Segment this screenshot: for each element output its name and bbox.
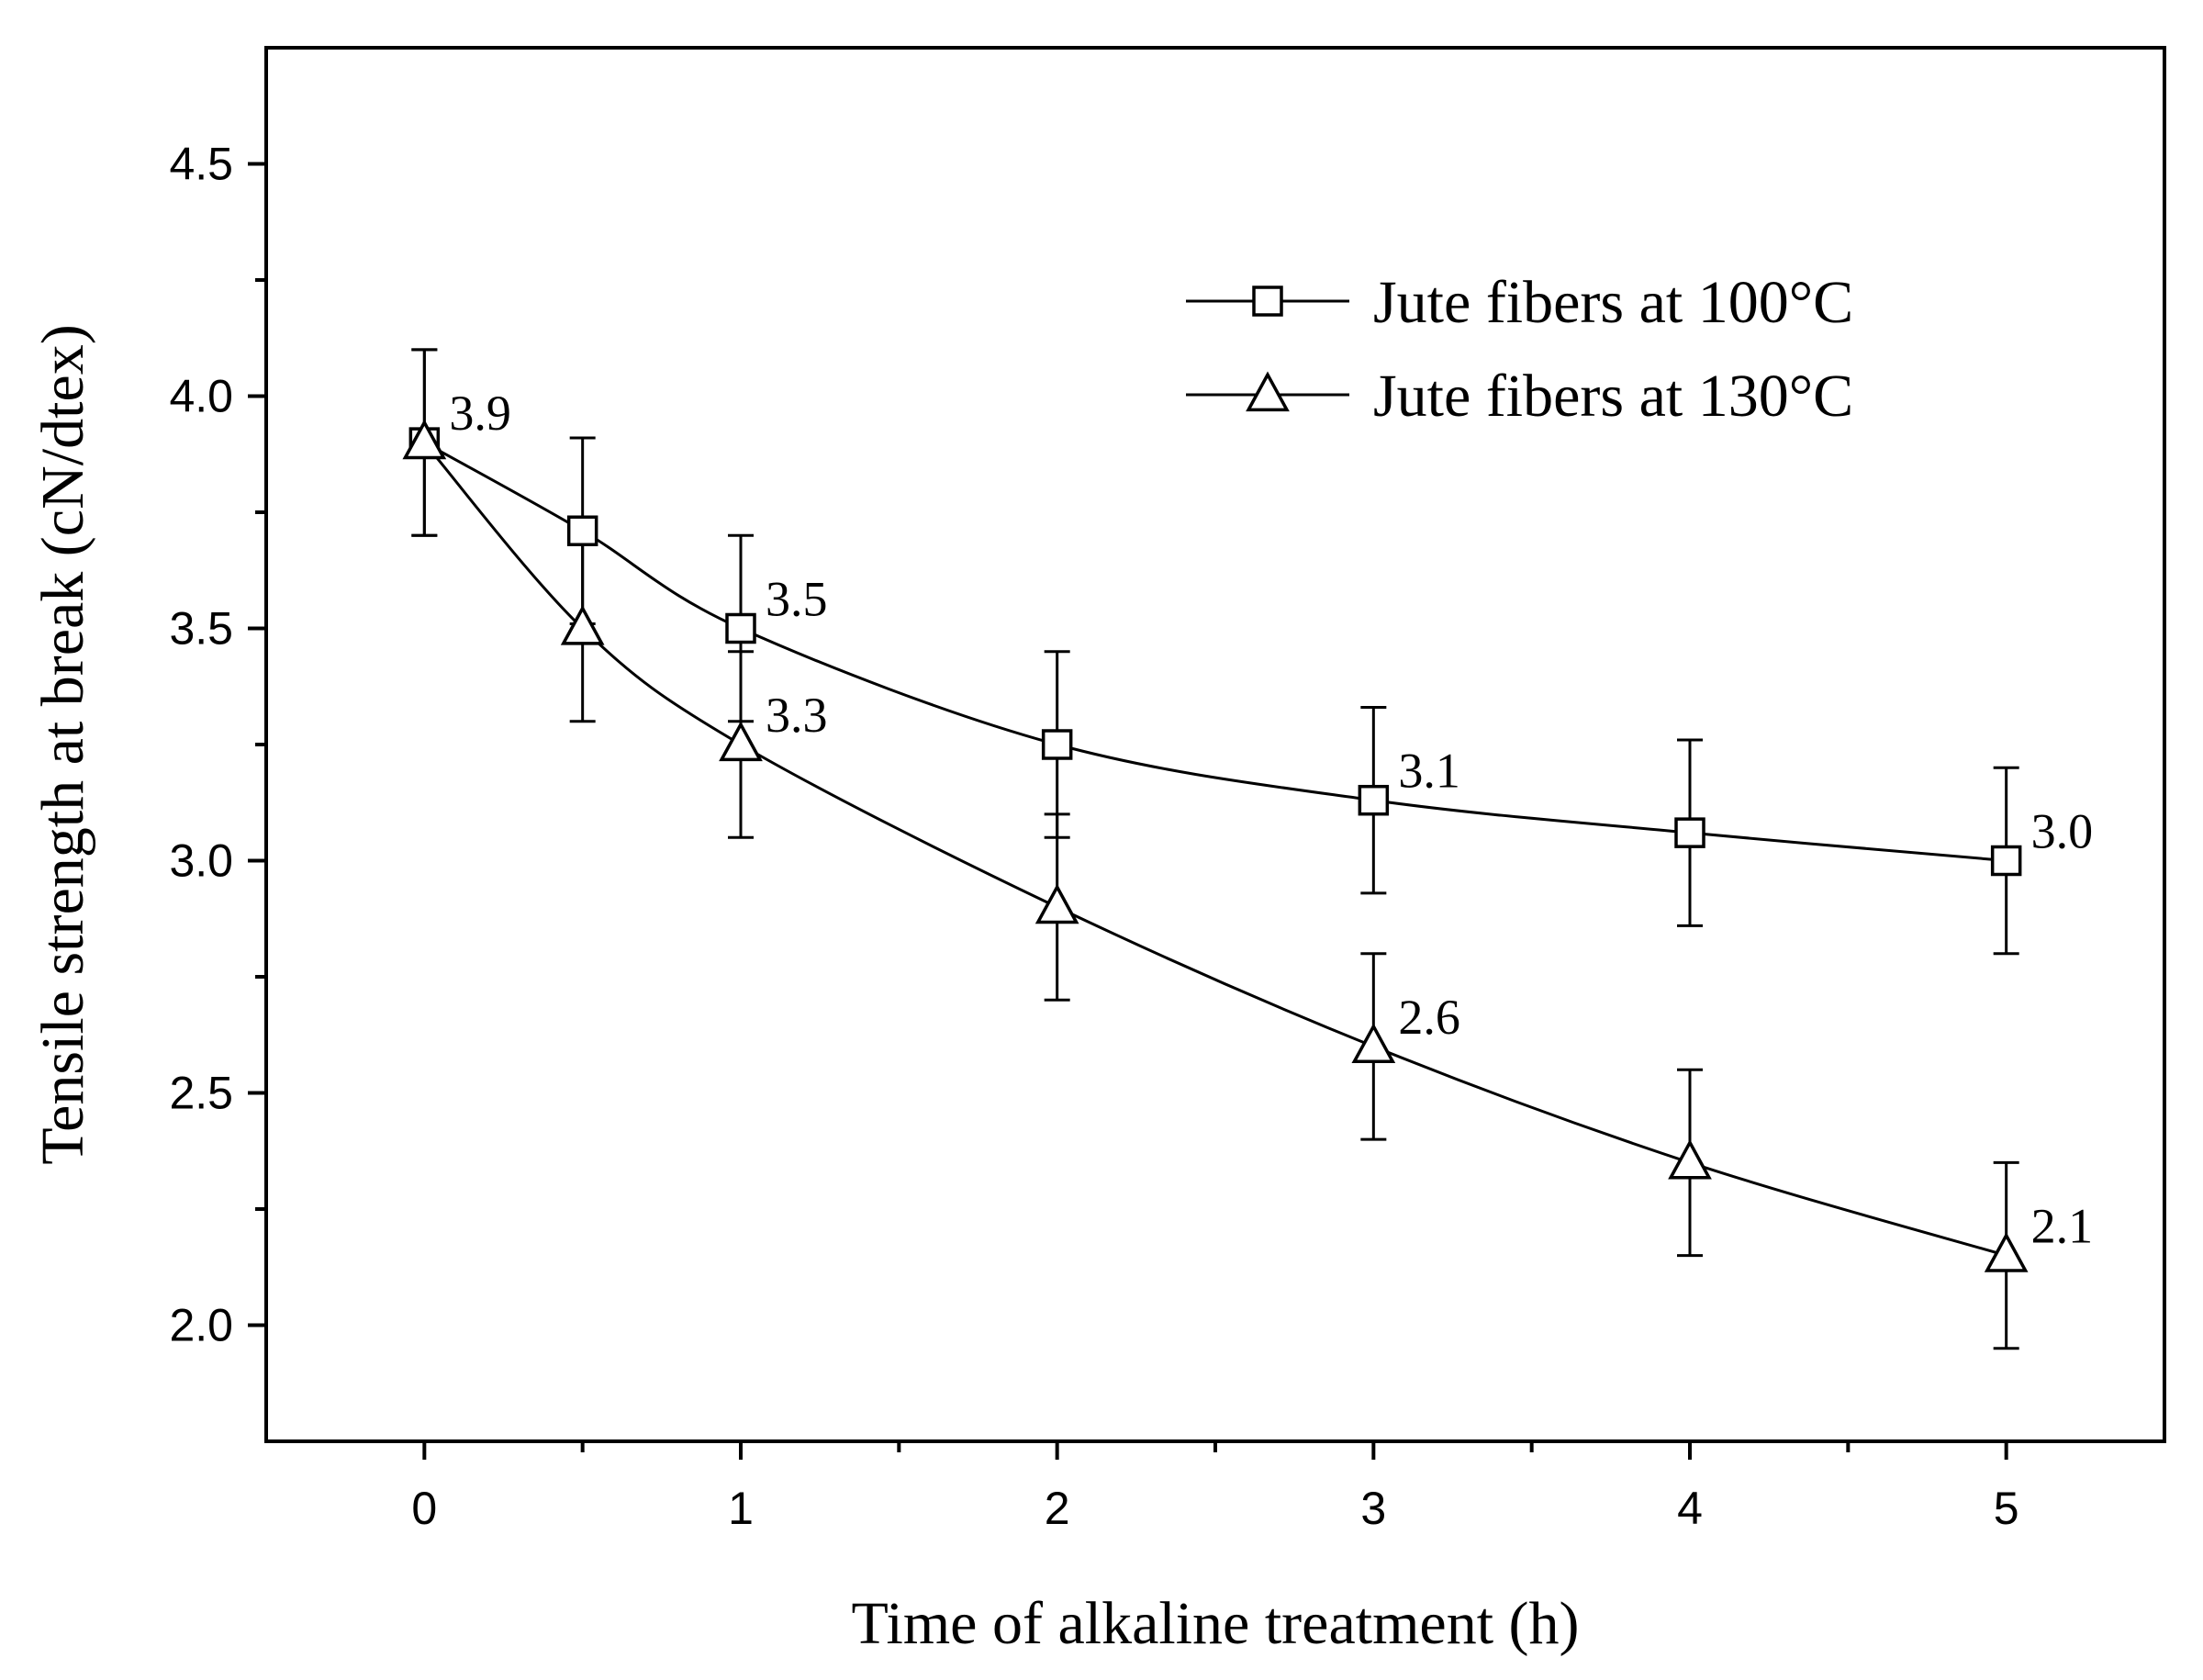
data-label: 2.1	[2031, 1199, 2094, 1254]
x-tick-label: 5	[1994, 1483, 2019, 1534]
data-label: 3.0	[2031, 804, 2094, 859]
legend-label: Jute fibers at 130°C	[1373, 363, 1853, 430]
y-tick-label: 3.5	[169, 603, 233, 655]
data-label: 3.3	[766, 688, 828, 743]
x-tick-label: 0	[411, 1483, 437, 1534]
data-point-triangle	[1351, 1023, 1396, 1064]
data-point-triangle	[1984, 1232, 2029, 1272]
data-point-square	[1041, 729, 1073, 760]
annotations-group: 3.9 3.5 3.3 3.1 2.6 3.0 2.1	[449, 386, 2094, 1254]
data-point-triangle	[402, 419, 447, 460]
markers-group	[402, 419, 2029, 1272]
data-point-triangle	[1668, 1138, 1712, 1180]
y-tick-label: 4.5	[169, 139, 233, 190]
data-point-square	[566, 515, 598, 546]
data-point-square	[725, 612, 756, 644]
data-point-triangle	[719, 721, 763, 762]
data-point-square	[1674, 817, 1705, 848]
x-tick-label: 2	[1045, 1483, 1070, 1534]
y-tick-label: 3.0	[169, 835, 233, 887]
x-axis-title: Time of alkaline treatment (h)	[852, 1590, 1580, 1657]
data-label: 3.1	[1398, 744, 1460, 799]
data-label: 3.5	[766, 572, 828, 627]
legend: Jute fibers at 100°C Jute fibers at 130°C	[1186, 269, 1853, 430]
x-tick-label: 1	[728, 1483, 754, 1534]
y-tick-label: 2.5	[169, 1068, 233, 1119]
data-point-square	[1990, 845, 2022, 877]
legend-marker-triangle	[1246, 371, 1290, 412]
x-tick-label: 4	[1677, 1483, 1703, 1534]
y-tick-label: 2.0	[169, 1300, 233, 1351]
data-point-triangle	[1034, 883, 1079, 924]
legend-marker-square	[1252, 286, 1283, 317]
y-tick-label: 4.0	[169, 371, 233, 422]
legend-label: Jute fibers at 100°C	[1373, 269, 1853, 336]
data-label: 2.6	[1398, 990, 1460, 1045]
data-label: 3.9	[449, 386, 511, 441]
data-point-triangle	[560, 605, 605, 645]
x-tick-label: 3	[1360, 1483, 1386, 1534]
y-axis-title: Tensile strength at break (cN/dtex)	[29, 324, 96, 1164]
axes-group: 0 1 2 3 4 5 2.0 2.5 3.0 3.5 4.0 4.5	[169, 139, 2018, 1535]
data-point-square	[1358, 784, 1390, 816]
